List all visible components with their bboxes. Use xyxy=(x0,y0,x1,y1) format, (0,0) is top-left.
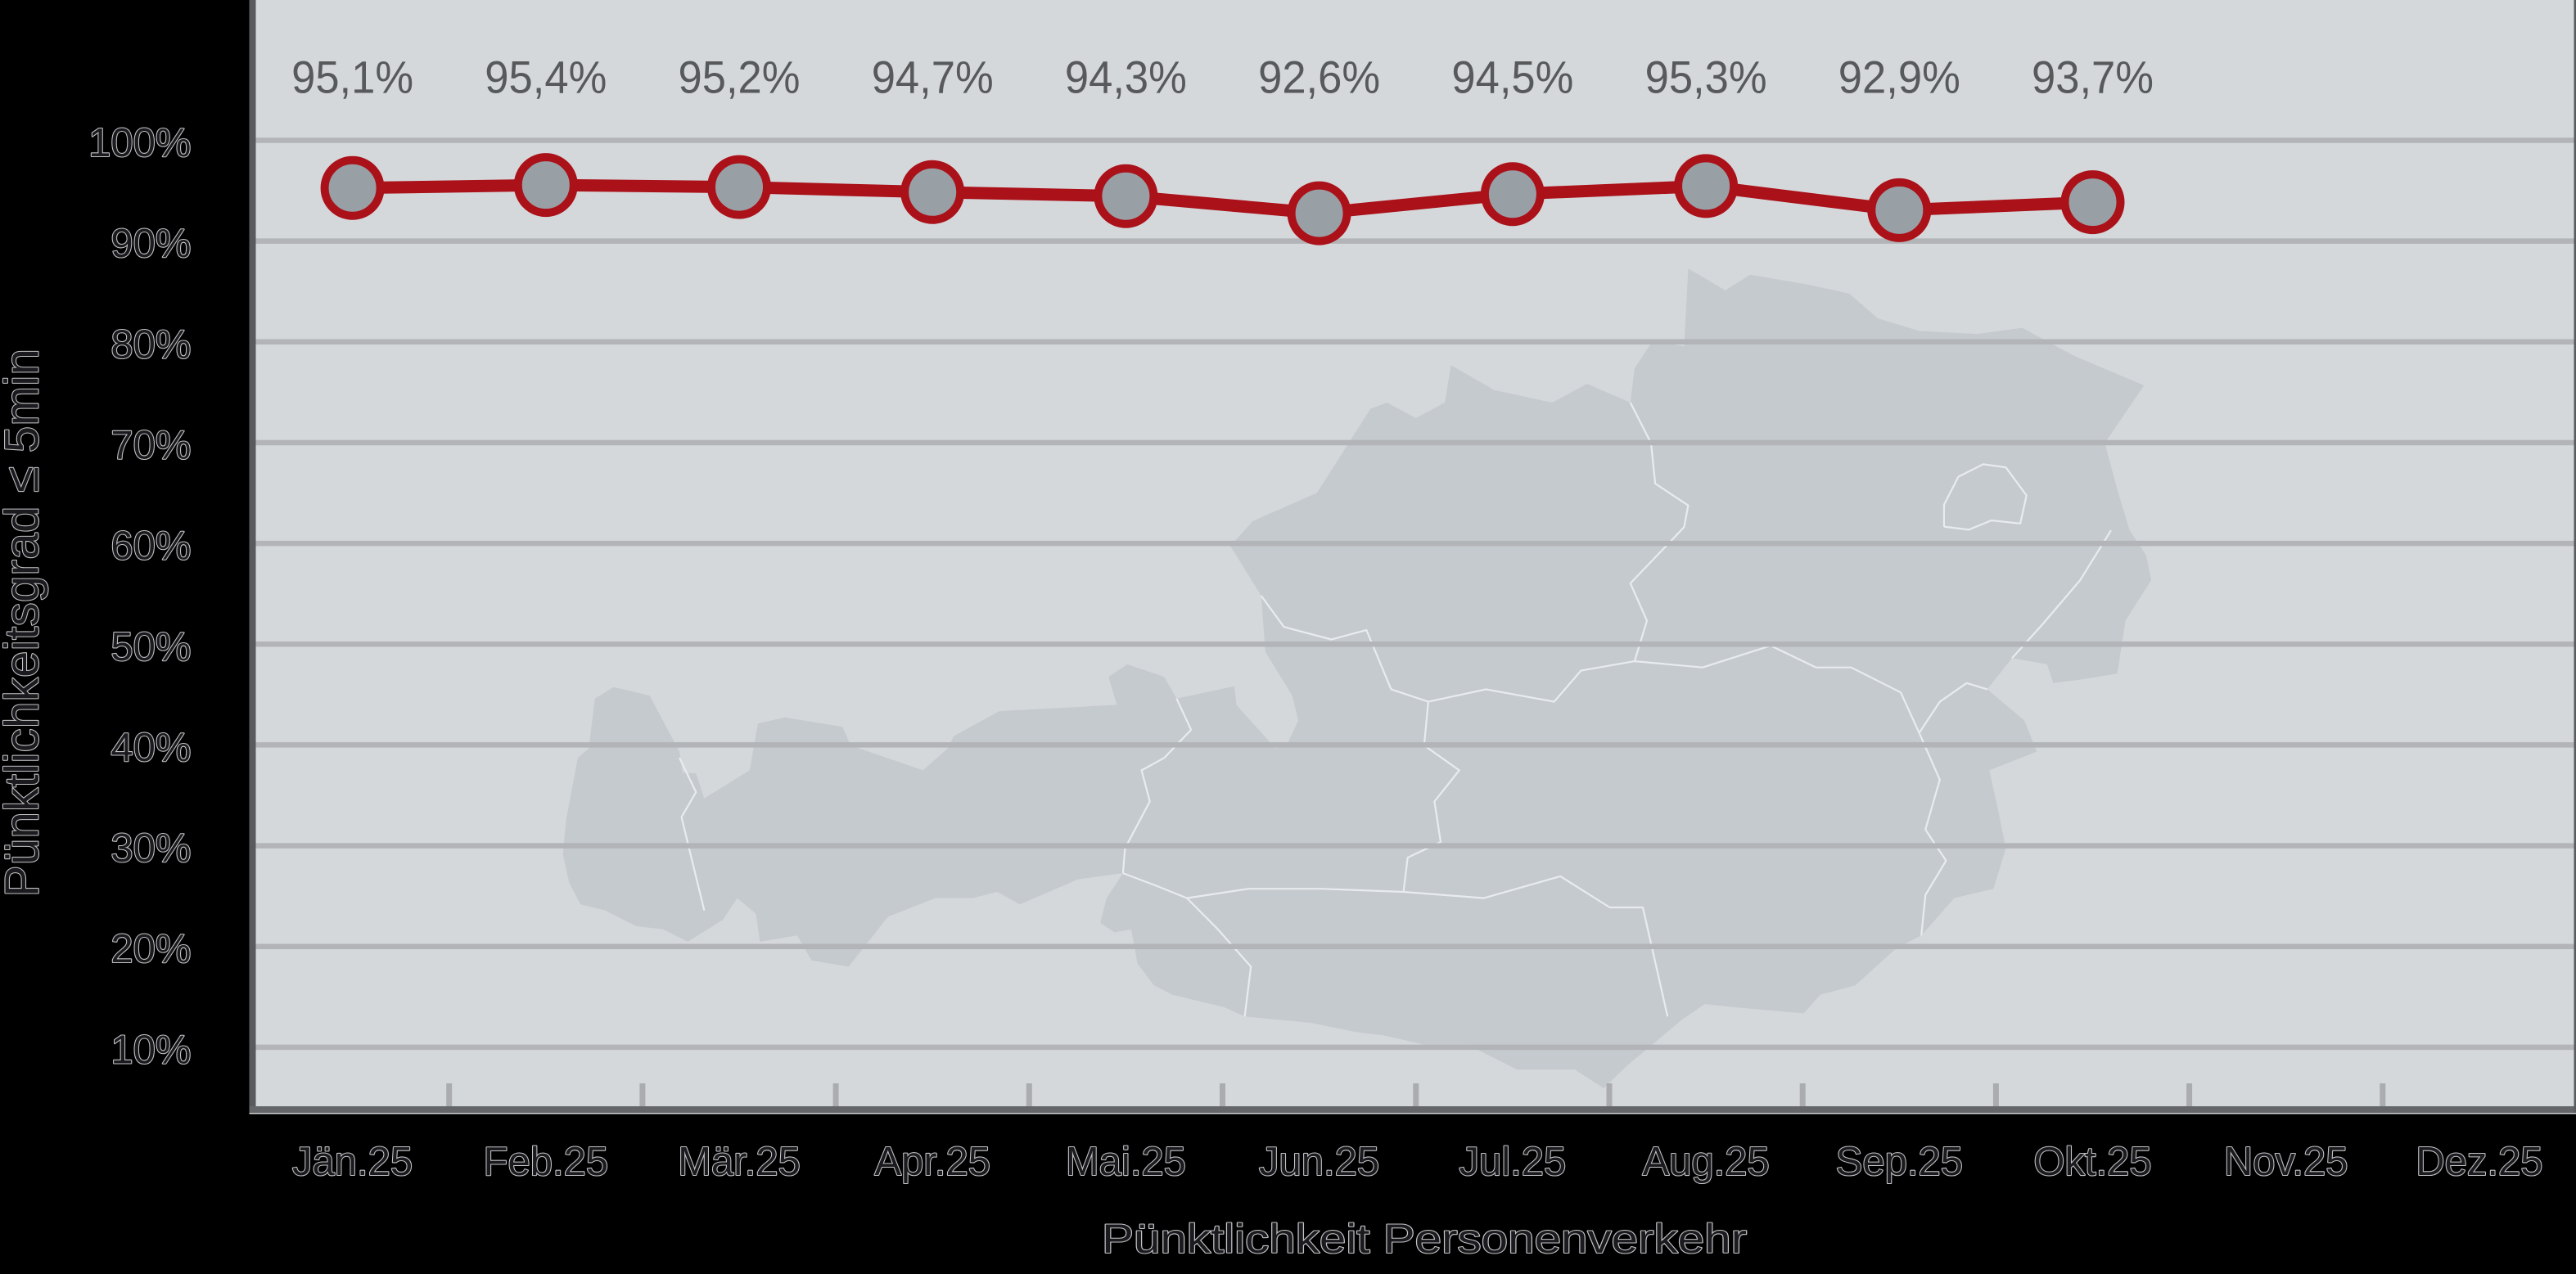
svg-text:Pünktlichkeit Personenverkehr: Pünktlichkeit Personenverkehr xyxy=(1102,1216,1747,1262)
svg-text:94,7%: 94,7% xyxy=(872,52,994,103)
svg-text:Jun.25: Jun.25 xyxy=(1259,1140,1379,1184)
svg-text:Okt.25: Okt.25 xyxy=(2033,1140,2151,1184)
svg-text:94,3%: 94,3% xyxy=(1065,52,1187,103)
svg-text:95,1%: 95,1% xyxy=(291,52,413,103)
svg-text:95,4%: 95,4% xyxy=(485,52,607,103)
svg-text:40%: 40% xyxy=(111,726,191,770)
svg-text:100%: 100% xyxy=(88,121,191,165)
svg-text:30%: 30% xyxy=(111,826,191,871)
svg-text:20%: 20% xyxy=(111,927,191,971)
svg-text:Nov.25: Nov.25 xyxy=(2224,1140,2348,1184)
svg-text:Aug.25: Aug.25 xyxy=(1642,1140,1769,1184)
svg-text:95,3%: 95,3% xyxy=(1645,52,1767,103)
svg-text:50%: 50% xyxy=(111,625,191,669)
svg-text:Feb.25: Feb.25 xyxy=(484,1140,609,1184)
svg-text:Pünktlichkeitsgrad ≤ 5min: Pünktlichkeitsgrad ≤ 5min xyxy=(0,349,49,897)
svg-text:92,6%: 92,6% xyxy=(1258,52,1380,103)
svg-text:Jän.25: Jän.25 xyxy=(292,1140,413,1184)
svg-text:94,5%: 94,5% xyxy=(1451,52,1573,103)
svg-text:70%: 70% xyxy=(111,424,191,468)
svg-text:60%: 60% xyxy=(111,524,191,569)
svg-text:Mai.25: Mai.25 xyxy=(1066,1140,1186,1184)
svg-text:Dez.25: Dez.25 xyxy=(2416,1140,2542,1184)
svg-text:Apr.25: Apr.25 xyxy=(874,1140,990,1184)
svg-text:92,9%: 92,9% xyxy=(1838,52,1960,103)
svg-text:95,2%: 95,2% xyxy=(679,52,801,103)
svg-text:Jul.25: Jul.25 xyxy=(1459,1140,1567,1184)
svg-text:93,7%: 93,7% xyxy=(2032,52,2154,103)
svg-text:Sep.25: Sep.25 xyxy=(1836,1140,1963,1184)
svg-text:90%: 90% xyxy=(111,222,191,266)
svg-text:10%: 10% xyxy=(111,1028,191,1072)
svg-text:Mär.25: Mär.25 xyxy=(678,1140,801,1184)
svg-text:80%: 80% xyxy=(111,322,191,367)
